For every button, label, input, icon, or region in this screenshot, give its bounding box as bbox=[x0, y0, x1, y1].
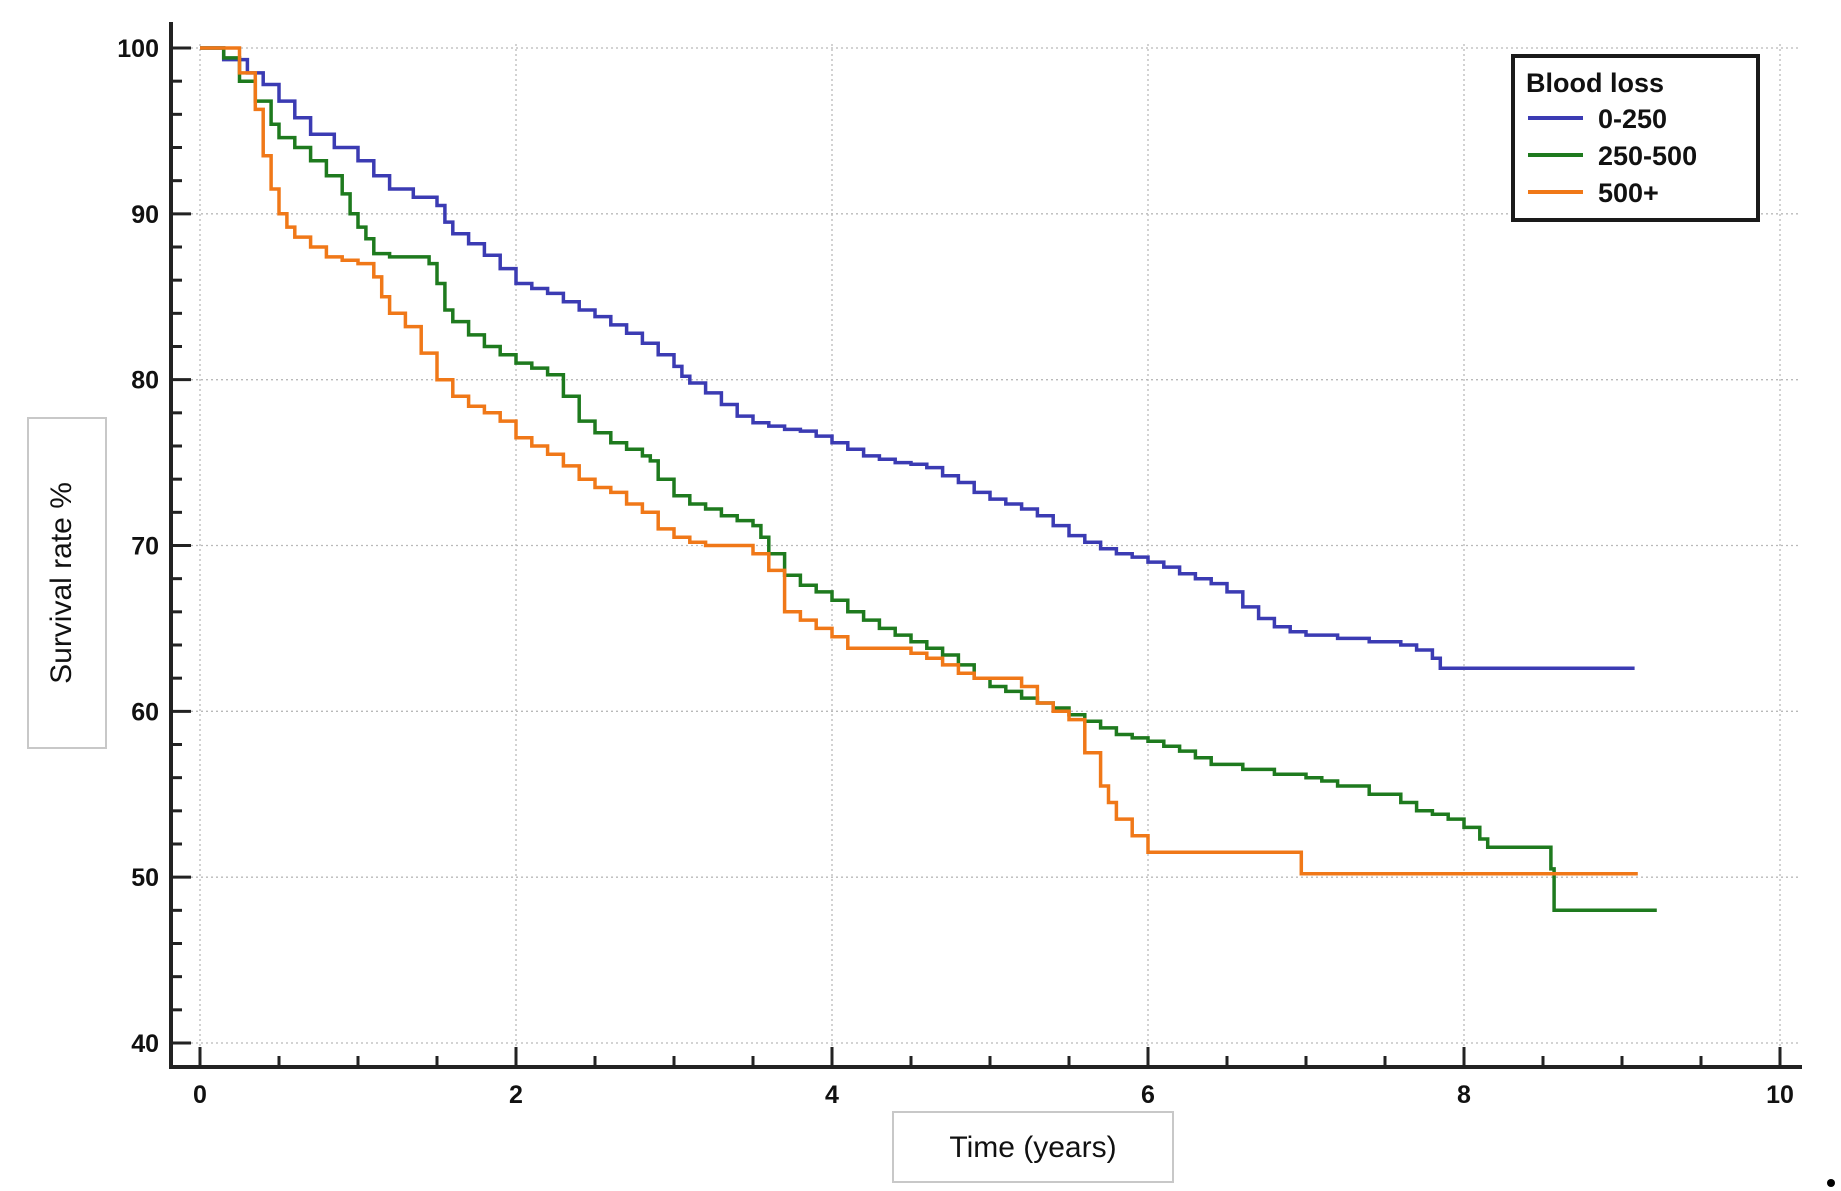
y-axis-title-box: Survival rate % bbox=[27, 417, 107, 749]
legend-label: 0-250 bbox=[1598, 104, 1667, 134]
y-tick-label: 80 bbox=[131, 367, 159, 395]
y-tick-label: 100 bbox=[117, 35, 159, 63]
y-tick-label: 60 bbox=[131, 698, 159, 726]
axes: 40 50 60 70 80 90 100 0 2 4 6 8 10 bbox=[117, 22, 1802, 1109]
y-tick-label: 40 bbox=[131, 1030, 159, 1058]
x-tick-label: 4 bbox=[825, 1081, 839, 1109]
trailing-dot bbox=[1827, 1179, 1835, 1187]
legend-label: 500+ bbox=[1598, 178, 1659, 208]
legend: Blood loss 0-250 250-500 500+ bbox=[1511, 54, 1760, 222]
series-line-0-250 bbox=[200, 46, 1635, 670]
series-line-250-500 bbox=[200, 46, 1657, 913]
x-tick-label: 10 bbox=[1766, 1081, 1794, 1109]
y-tick-label: 70 bbox=[131, 533, 159, 561]
x-axis-title-box: Time (years) bbox=[892, 1111, 1174, 1183]
legend-title: Blood loss bbox=[1526, 68, 1664, 98]
x-tick-label: 6 bbox=[1141, 1081, 1155, 1109]
x-tick-label: 0 bbox=[193, 1081, 207, 1109]
x-tick-label: 2 bbox=[509, 1081, 523, 1109]
series-line-500 bbox=[200, 46, 1638, 876]
series-lines bbox=[200, 46, 1657, 913]
x-axis-title: Time (years) bbox=[949, 1131, 1116, 1164]
y-tick-label: 50 bbox=[131, 864, 159, 892]
legend-label: 250-500 bbox=[1598, 141, 1697, 171]
y-axis-title: Survival rate % bbox=[45, 482, 78, 684]
y-tick-label: 90 bbox=[131, 201, 159, 229]
x-tick-label: 8 bbox=[1457, 1081, 1471, 1109]
